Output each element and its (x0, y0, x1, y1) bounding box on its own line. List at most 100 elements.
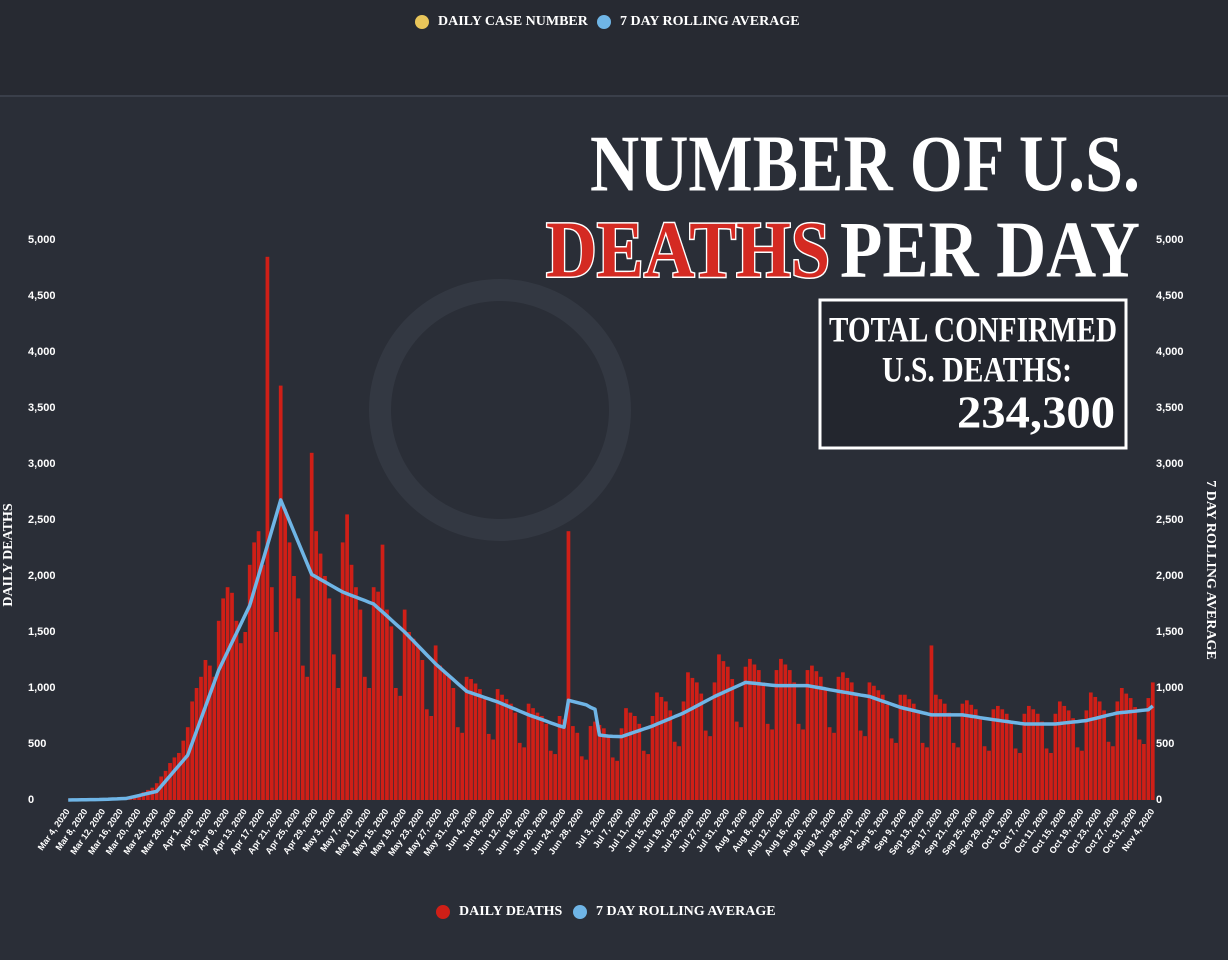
bar (765, 723, 770, 800)
bar (907, 699, 912, 800)
bar (199, 676, 203, 800)
bar (1009, 721, 1013, 800)
bar (535, 712, 540, 800)
legend-marker (573, 905, 587, 919)
bar (1004, 713, 1009, 800)
line (68, 498, 1154, 802)
y-tick-label: 4,000 (28, 346, 56, 358)
bar (557, 716, 562, 800)
bar (398, 695, 403, 800)
y2-tick-label: 5,000 (1156, 234, 1184, 246)
bar (792, 682, 797, 800)
bar (632, 716, 637, 800)
bar (677, 746, 681, 800)
bar (243, 632, 248, 800)
bar (659, 696, 664, 800)
top-band (0, 0, 1228, 96)
bar (1044, 748, 1049, 800)
y-tick-label: 5,000 (28, 234, 56, 246)
total-label: TOTAL CONFIRMED (829, 309, 1117, 349)
bar (1124, 693, 1129, 800)
bar-series (66, 256, 1155, 800)
title-line1: NUMBER OF U.S. (590, 120, 1140, 208)
y2-tick-label: 4,000 (1156, 346, 1184, 358)
bar (734, 721, 739, 800)
bar (787, 670, 792, 800)
y2-tick-label: 3,000 (1156, 458, 1184, 470)
bar (916, 712, 921, 800)
bar (969, 704, 974, 800)
bar (416, 645, 420, 800)
bar (650, 716, 655, 800)
bar (385, 609, 389, 800)
bar (433, 645, 438, 800)
bar (376, 591, 380, 800)
bar (548, 750, 553, 800)
bar (721, 661, 726, 800)
bar (991, 709, 996, 800)
bar (473, 683, 478, 800)
bar (606, 735, 611, 800)
bar (814, 671, 819, 800)
bar (389, 626, 394, 800)
bar (646, 754, 650, 800)
bar (663, 701, 668, 800)
bar (995, 705, 1000, 800)
bar (1111, 746, 1115, 800)
bar (1093, 696, 1098, 800)
bar (1075, 747, 1080, 800)
total-value: 234,300 (957, 387, 1115, 438)
bar (761, 682, 766, 800)
bar (1142, 744, 1146, 800)
bar (331, 654, 336, 800)
bar (168, 763, 172, 800)
bar (699, 693, 704, 800)
bar (593, 721, 597, 800)
bar (438, 665, 442, 800)
bar (239, 643, 243, 800)
bar (261, 564, 265, 800)
bar (920, 742, 925, 800)
bar (796, 723, 801, 800)
bar (460, 732, 465, 800)
bar (641, 750, 646, 800)
bar (925, 747, 929, 800)
bar (367, 688, 372, 800)
bar (1035, 713, 1040, 800)
bar (522, 747, 527, 800)
bar (867, 682, 872, 800)
bar (779, 658, 783, 800)
bar (686, 672, 690, 800)
bar (451, 688, 456, 800)
bar (1146, 698, 1151, 800)
bar (566, 531, 571, 800)
bar (770, 729, 774, 800)
bar (951, 742, 956, 800)
bar (1137, 739, 1142, 800)
bar (725, 666, 730, 800)
bar (668, 710, 673, 800)
bar (1106, 741, 1111, 800)
bar (411, 638, 416, 800)
bar (336, 688, 341, 800)
legend-marker (415, 15, 429, 29)
bar (615, 760, 619, 800)
bar (832, 732, 836, 800)
bar (407, 632, 411, 800)
bar (1026, 705, 1031, 800)
bar (185, 727, 190, 800)
bar (602, 728, 606, 800)
bar (190, 701, 195, 800)
bar (911, 703, 916, 800)
bar (978, 717, 982, 800)
bar (371, 587, 376, 800)
bar (252, 542, 256, 800)
y2-tick-label: 3,500 (1156, 402, 1184, 414)
bar (619, 728, 624, 800)
bar (579, 756, 584, 800)
y-tick-label: 2,500 (28, 514, 56, 526)
bar (172, 757, 177, 800)
bar (177, 752, 181, 800)
bar (1097, 701, 1102, 800)
bar (810, 665, 814, 800)
